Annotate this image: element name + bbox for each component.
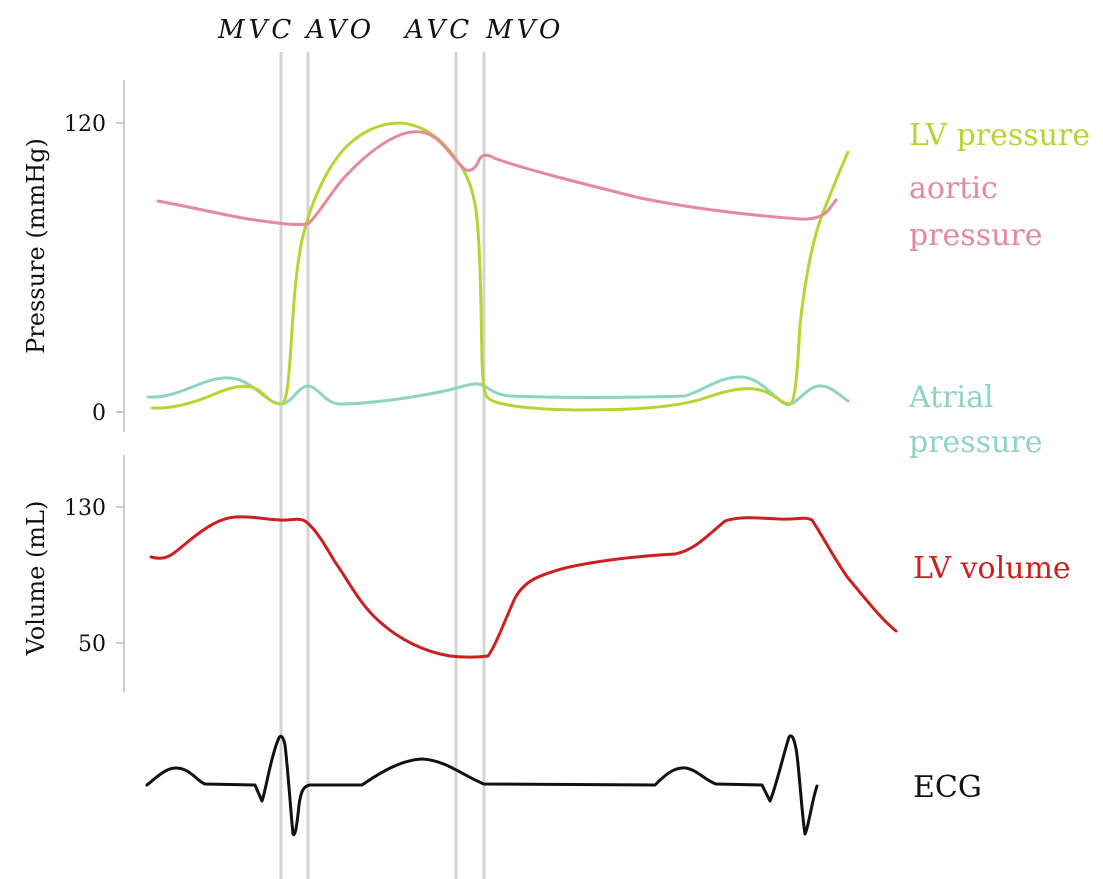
lv-pressure-curve bbox=[150, 121, 850, 412]
volume-axis: 130 50 Volume (mL) bbox=[22, 455, 125, 692]
atrial-pressure-label-line1: Atrial bbox=[908, 380, 994, 415]
volume-tick-label-130: 130 bbox=[64, 496, 106, 521]
event-label-mvc: MVC bbox=[217, 15, 295, 45]
pressure-tick-label-120: 120 bbox=[64, 112, 106, 137]
ecg-trace bbox=[145, 734, 819, 837]
aortic-pressure-label-line2: pressure bbox=[909, 218, 1043, 253]
pressure-tick-label-0: 0 bbox=[92, 401, 106, 426]
atrial-pressure-label-line2: pressure bbox=[909, 425, 1043, 460]
aortic-pressure-label-line1: aortic bbox=[909, 171, 998, 206]
lv-pressure-label: LV pressure bbox=[909, 118, 1090, 153]
event-label-mvo: MVO bbox=[485, 15, 564, 45]
aortic-pressure-curve bbox=[156, 130, 838, 226]
event-label-avc: AVC bbox=[403, 15, 473, 45]
pressure-axis-title: Pressure (mmHg) bbox=[22, 138, 50, 354]
event-label-avo: AVO bbox=[304, 15, 375, 45]
atrial-pressure-curve bbox=[146, 375, 850, 406]
lv-volume-label: LV volume bbox=[913, 551, 1071, 586]
volume-tick-label-50: 50 bbox=[78, 632, 106, 657]
ecg-label: ECG bbox=[913, 770, 982, 805]
volume-axis-title: Volume (mL) bbox=[22, 501, 50, 657]
lv-volume-curve bbox=[149, 515, 898, 659]
event-lines bbox=[279, 52, 486, 879]
pressure-axis: 120 0 Pressure (mmHg) bbox=[22, 80, 125, 432]
